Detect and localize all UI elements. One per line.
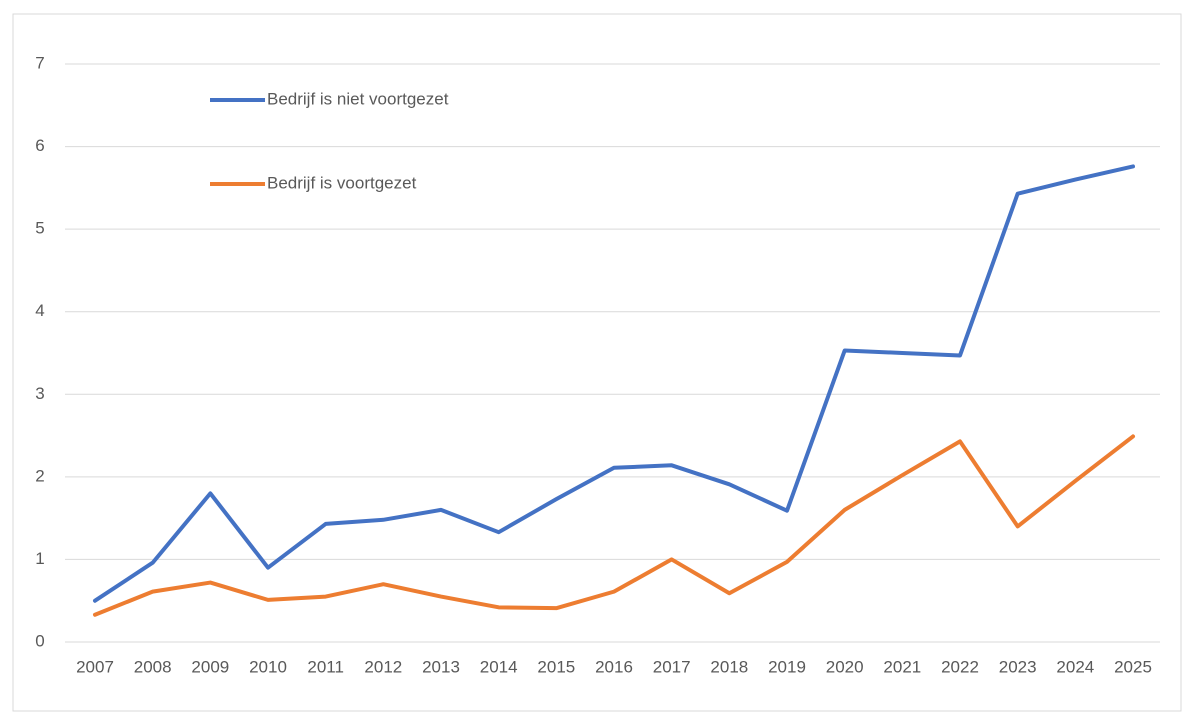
x-tick-label: 2022 xyxy=(941,657,979,676)
x-tick-label: 2016 xyxy=(595,657,633,676)
x-tick-label: 2010 xyxy=(249,657,287,676)
legend-label: Bedrijf is niet voortgezet xyxy=(267,89,449,108)
x-tick-label: 2023 xyxy=(999,657,1037,676)
x-tick-label: 2018 xyxy=(710,657,748,676)
x-tick-label: 2025 xyxy=(1114,657,1152,676)
x-tick-label: 2024 xyxy=(1056,657,1094,676)
x-tick-label: 2009 xyxy=(191,657,229,676)
x-tick-label: 2013 xyxy=(422,657,460,676)
x-tick-label: 2019 xyxy=(768,657,806,676)
series-line xyxy=(93,164,1135,603)
y-tick-label: 7 xyxy=(35,53,44,72)
x-tick-label: 2007 xyxy=(76,657,114,676)
series-line xyxy=(93,434,1135,617)
y-tick-label: 3 xyxy=(35,384,44,403)
x-tick-label: 2020 xyxy=(826,657,864,676)
y-tick-label: 6 xyxy=(35,136,44,155)
x-tick-label: 2011 xyxy=(307,657,344,676)
x-tick-label: 2008 xyxy=(134,657,172,676)
chart-frame xyxy=(12,13,1182,712)
y-tick-label: 0 xyxy=(35,631,44,650)
legend-label: Bedrijf is voortgezet xyxy=(267,173,417,192)
y-tick-label: 2 xyxy=(35,466,44,485)
x-tick-label: 2012 xyxy=(364,657,402,676)
y-tick-label: 5 xyxy=(35,219,44,238)
y-tick-label: 4 xyxy=(35,301,44,320)
x-tick-label: 2015 xyxy=(537,657,575,676)
x-tick-label: 2017 xyxy=(653,657,691,676)
x-tick-label: 2021 xyxy=(883,657,921,676)
y-tick-label: 1 xyxy=(35,549,44,568)
x-tick-label: 2014 xyxy=(480,657,518,676)
